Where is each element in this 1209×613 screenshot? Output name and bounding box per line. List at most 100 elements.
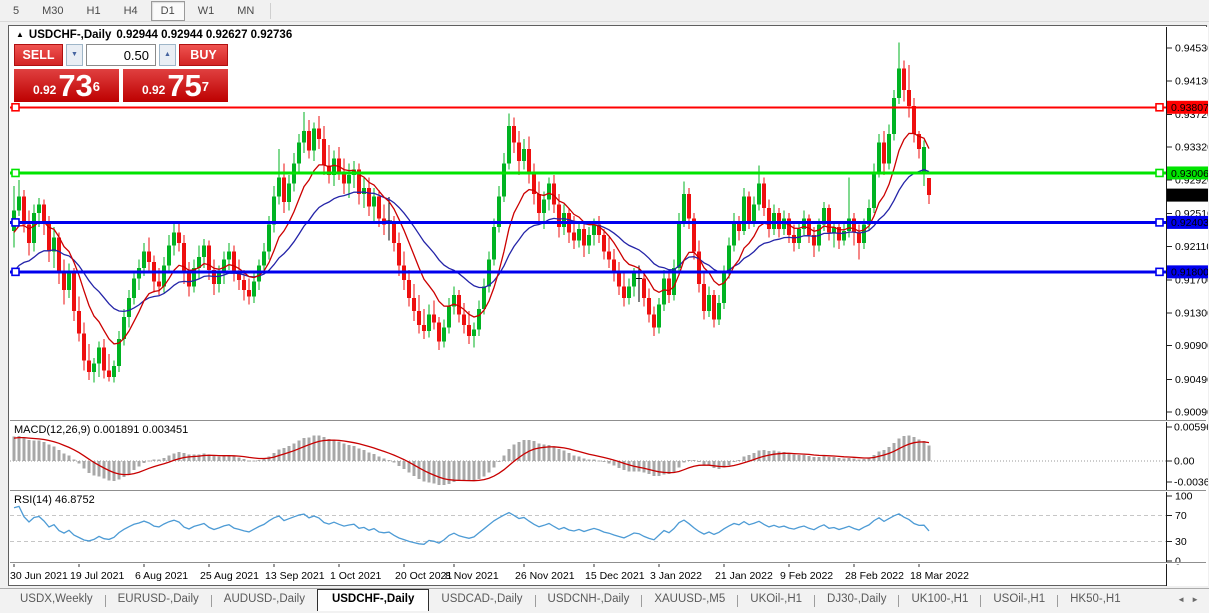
tab-separator bbox=[814, 595, 816, 607]
tab-separator bbox=[641, 595, 643, 607]
rsi-line bbox=[13, 505, 930, 545]
hline-handle-0.93006[interactable] bbox=[11, 168, 20, 178]
hline-handle-0.92403[interactable] bbox=[11, 218, 20, 227]
hline-price-box-label: 0.92403 bbox=[1171, 217, 1208, 229]
rsi-axis-label: 100 bbox=[1175, 491, 1193, 503]
sell-button[interactable]: SELL bbox=[14, 44, 63, 66]
chart-tab-bar: USDX,Weekly EURUSD-,Daily AUDUSD-,Daily USD… bbox=[0, 588, 1209, 613]
one-click-trade-panel: SELL ▼ ▲ BUY 0.92 73 6 0.92 75 7 bbox=[14, 44, 228, 102]
time-tick-label: 21 Jan 2022 bbox=[715, 570, 773, 582]
time-tick-label: 19 Jul 2021 bbox=[70, 570, 124, 582]
chart-expand-icon[interactable]: ▲ bbox=[16, 29, 24, 39]
buy-price-prefix: 0.92 bbox=[141, 83, 166, 97]
time-tick-label: 28 Feb 2022 bbox=[845, 570, 904, 582]
macd-signal-line bbox=[13, 436, 930, 482]
timeframe-button-H4[interactable]: H4 bbox=[123, 4, 138, 17]
sell-price-big: 73 bbox=[58, 68, 93, 103]
timeframe-button-M30[interactable]: M30 bbox=[42, 4, 64, 17]
hline-price-box-label: 0.91800 bbox=[1171, 267, 1208, 279]
timeframe-button-W1[interactable]: W1 bbox=[197, 4, 215, 17]
buy-price-pipette: 7 bbox=[201, 79, 210, 94]
time-axis[interactable]: 30 Jun 2021 19 Jul 2021 6 Aug 2021 25 Aug 2… bbox=[10, 563, 1166, 585]
time-tick-label: 30 Jun 2021 bbox=[10, 570, 68, 582]
sell-price-quote[interactable]: 0.92 73 6 bbox=[14, 69, 119, 102]
tab-audusd-daily[interactable]: AUDUSD-,Daily bbox=[223, 593, 305, 605]
timeframe-toolbar: 5 M30 H1 H4 D1 W1 MN bbox=[0, 0, 1209, 22]
tab-usdcnh-daily[interactable]: USDCNH-,Daily bbox=[547, 593, 630, 605]
tab-scroll-right-icon[interactable]: ► bbox=[1191, 595, 1199, 604]
current-price-box bbox=[1167, 188, 1208, 202]
tab-separator bbox=[1057, 595, 1059, 607]
tab-scroll-left-icon[interactable]: ◄ bbox=[1177, 595, 1186, 604]
tab-separator bbox=[898, 595, 900, 607]
hline-price-box bbox=[1167, 100, 1208, 114]
macd-label: MACD(12,26,9) 0.001891 0.003451 bbox=[14, 424, 189, 436]
rsi-indicator-chart[interactable] bbox=[10, 492, 1166, 562]
tab-eurusd-daily[interactable]: EURUSD-,Daily bbox=[117, 593, 199, 605]
tab-ukoil-h1[interactable]: UKOil-,H1 bbox=[750, 593, 803, 605]
sell-price-pipette: 6 bbox=[92, 79, 101, 94]
time-tick-label: 25 Aug 2021 bbox=[200, 570, 259, 582]
tab-usdchf-daily[interactable]: USDCHF-,Daily bbox=[316, 589, 430, 611]
time-tick-label: 15 Dec 2021 bbox=[585, 570, 645, 582]
tab-dj30-daily[interactable]: DJ30-,Daily bbox=[827, 593, 887, 605]
hline-handle-0.93807[interactable] bbox=[11, 102, 20, 112]
candlestick-chart[interactable] bbox=[10, 27, 1166, 420]
macd-histogram bbox=[12, 435, 931, 486]
timeframe-button-H1[interactable]: H1 bbox=[86, 4, 101, 17]
buy-price-big: 75 bbox=[167, 68, 202, 103]
time-tick-label: 18 Mar 2022 bbox=[910, 570, 969, 582]
hline-handle-0.91800[interactable] bbox=[11, 267, 20, 277]
timeframe-button-5[interactable]: 5 bbox=[13, 4, 20, 17]
tab-xauusd-m5[interactable]: XAUUSD-,M5 bbox=[654, 593, 726, 605]
candles-layer bbox=[12, 42, 931, 383]
tab-hk50-h1[interactable]: HK50-,H1 bbox=[1070, 593, 1121, 605]
tab-uk100-h1[interactable]: UK100-,H1 bbox=[911, 593, 969, 605]
timeframe-button-D1[interactable]: D1 bbox=[150, 0, 185, 21]
chart-ohlc-values: 0.92944 0.92944 0.92627 0.92736 bbox=[116, 29, 293, 41]
tab-separator bbox=[210, 595, 212, 607]
rsi-axis-label: 70 bbox=[1175, 510, 1187, 522]
tab-separator bbox=[980, 595, 982, 607]
volume-increase-button[interactable]: ▲ bbox=[159, 44, 176, 66]
rsi-label: RSI(14) 46.8752 bbox=[14, 494, 95, 506]
rsi-axis-label: 30 bbox=[1175, 536, 1187, 548]
buy-price-quote[interactable]: 0.92 75 7 bbox=[123, 69, 228, 102]
chart-window bbox=[8, 25, 1207, 586]
hline-handle-0.91800[interactable] bbox=[1155, 267, 1164, 277]
timeframe-button-MN[interactable]: MN bbox=[237, 4, 255, 17]
macd-axis-label: 0.00 bbox=[1174, 456, 1195, 468]
rsi-panel-divider[interactable] bbox=[10, 490, 1206, 492]
current-price-box-label: 0.92736 bbox=[1171, 190, 1208, 202]
price-axis[interactable]: 0.945300.941300.937200.933200.929200.925… bbox=[1166, 27, 1208, 586]
tab-usdcad-daily[interactable]: USDCAD-,Daily bbox=[441, 593, 523, 605]
hline-handle-0.93006[interactable] bbox=[1155, 168, 1164, 178]
hline-price-box-label: 0.93006 bbox=[1171, 168, 1208, 180]
macd-panel-divider[interactable] bbox=[10, 420, 1206, 422]
volume-input[interactable] bbox=[86, 44, 156, 66]
ma-fast-line bbox=[13, 132, 930, 345]
volume-decrease-button[interactable]: ▼ bbox=[66, 44, 83, 66]
macd-indicator-chart[interactable] bbox=[10, 422, 1166, 490]
time-tick-label: 3 Jan 2022 bbox=[650, 570, 702, 582]
hline-handle-0.93807[interactable] bbox=[1155, 102, 1164, 112]
hline-price-box-label: 0.93807 bbox=[1171, 102, 1208, 114]
hline-price-box bbox=[1167, 265, 1208, 279]
tab-usoil-h1[interactable]: USOil-,H1 bbox=[993, 593, 1046, 605]
rsi-axis-label: 0 bbox=[1175, 556, 1181, 568]
macd-axis-label: -0.003664 bbox=[1174, 476, 1208, 488]
buy-button[interactable]: BUY bbox=[179, 44, 228, 66]
hline-handle-0.92403[interactable] bbox=[1155, 218, 1164, 227]
time-tick-label: 6 Aug 2021 bbox=[135, 570, 188, 582]
toolbar-separator bbox=[270, 2, 272, 19]
tab-usdx-weekly[interactable]: USDX,Weekly bbox=[20, 593, 93, 605]
